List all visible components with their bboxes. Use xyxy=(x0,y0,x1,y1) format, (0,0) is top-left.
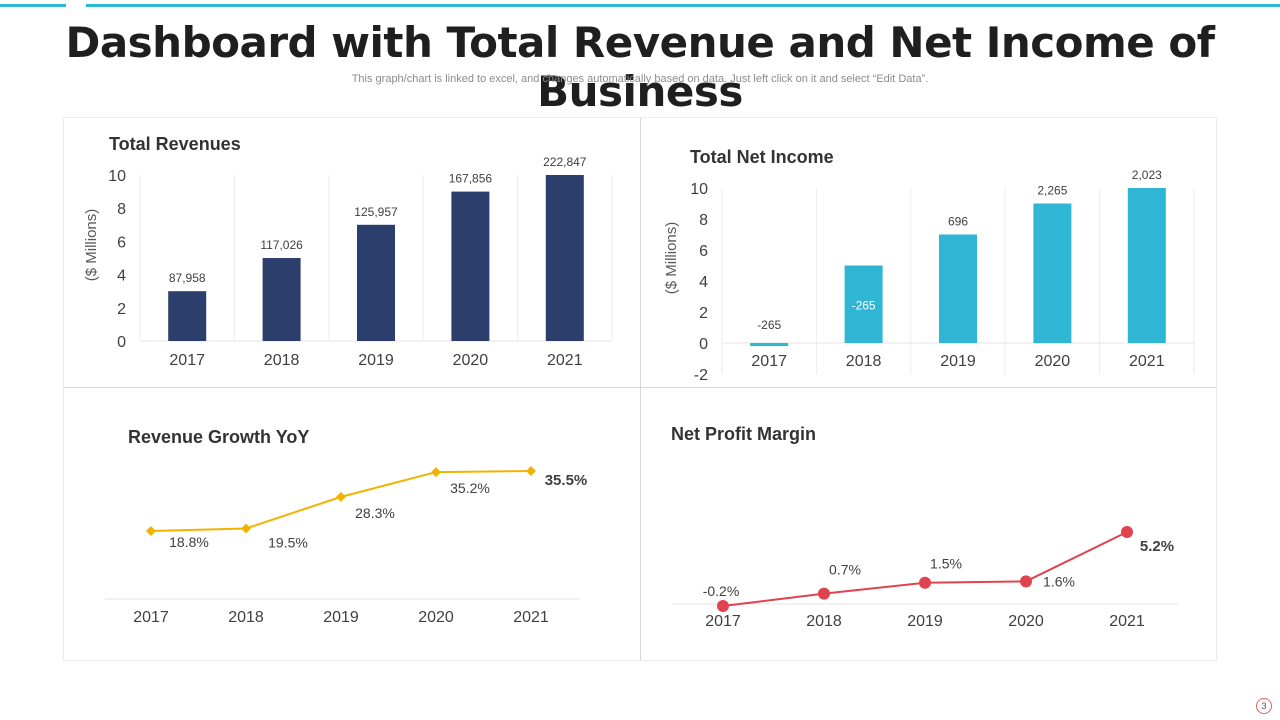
revenue_growth-x-tick-label: 2020 xyxy=(418,609,454,626)
page-subtitle: This graph/chart is linked to excel, and… xyxy=(351,73,929,85)
revenues-y-tick-label: 2 xyxy=(117,301,126,318)
net_income-y-tick-label: 8 xyxy=(699,212,708,229)
revenues-y-tick-label: 4 xyxy=(117,268,126,285)
net_income-data-label: 2,265 xyxy=(1037,184,1067,198)
revenues-data-label: 167,856 xyxy=(449,172,493,186)
net_profit_margin-x-tick-label: 2019 xyxy=(907,613,943,630)
net_income-bar xyxy=(1033,203,1072,343)
net_income-y-tick-label: -2 xyxy=(694,367,708,384)
net_profit_margin-data-label: 0.7% xyxy=(829,562,861,578)
revenue_growth-point xyxy=(431,467,441,478)
net_profit_margin-series-line xyxy=(722,531,1128,607)
revenue_growth-data-label: 35.5% xyxy=(545,472,588,489)
net_profit_margin-point xyxy=(1020,575,1032,588)
net_income-bar xyxy=(750,343,789,347)
revenue_growth-point xyxy=(526,466,536,476)
top-accent-bar-left xyxy=(0,4,66,7)
revenues-y-tick-label: 10 xyxy=(108,168,126,185)
revenues-y-tick-label: 8 xyxy=(117,201,126,218)
revenues-data-label: 125,957 xyxy=(354,205,398,219)
net_income-data-label: -265 xyxy=(852,298,876,312)
net_profit_margin-x-tick-label: 2021 xyxy=(1109,613,1145,630)
net_income-bar xyxy=(844,265,883,343)
net_income-x-tick-label: 2019 xyxy=(940,353,976,370)
revenues-bar xyxy=(262,258,301,341)
top-accent-bar-right xyxy=(86,4,1280,7)
revenue_growth-x-tick-label: 2017 xyxy=(133,609,169,626)
net_income-y-tick-label: 0 xyxy=(699,336,708,353)
net_profit_margin-point xyxy=(1121,526,1133,538)
horizontal-divider xyxy=(64,387,1216,388)
net_income-y-axis-label: ($ Millions) xyxy=(663,222,680,295)
net_income-y-tick-label: 6 xyxy=(699,243,708,260)
revenue_growth-point xyxy=(241,523,251,534)
revenues-x-tick-label: 2021 xyxy=(547,352,583,369)
revenue_growth-data-label: 18.8% xyxy=(169,534,209,550)
net_income-x-tick-label: 2020 xyxy=(1035,353,1071,370)
net_profit_margin-data-label: 1.5% xyxy=(930,556,962,572)
revenues-bar xyxy=(168,291,207,341)
revenues-bar xyxy=(545,175,584,341)
revenues-x-tick-label: 2019 xyxy=(358,352,394,369)
net_profit_margin-x-tick-label: 2018 xyxy=(806,613,842,630)
revenue_growth-point xyxy=(146,526,156,536)
revenue_growth-point xyxy=(336,491,346,502)
revenue_growth-x-tick-label: 2019 xyxy=(323,609,359,626)
revenues-y-tick-label: 6 xyxy=(117,234,126,251)
revenues-chart-title: Total Revenues xyxy=(109,134,241,154)
revenues-data-label: 222,847 xyxy=(543,155,587,169)
net_profit_margin-x-tick-label: 2017 xyxy=(705,613,741,630)
page-title: Dashboard with Total Revenue and Net Inc… xyxy=(65,18,1215,116)
net_income-x-tick-label: 2018 xyxy=(846,353,882,370)
net_income-bar xyxy=(939,234,977,343)
revenues-y-axis-label: ($ Millions) xyxy=(83,209,100,282)
revenues-x-tick-label: 2017 xyxy=(169,352,205,369)
vertical-divider xyxy=(640,118,641,660)
net_income-y-tick-label: 2 xyxy=(699,305,708,322)
net_income-data-label: 696 xyxy=(948,215,968,229)
revenues-data-label: 117,026 xyxy=(260,238,303,252)
net_income-y-tick-label: 4 xyxy=(699,274,708,291)
revenue_growth-data-label: 35.2% xyxy=(450,480,490,496)
revenue_growth-data-label: 28.3% xyxy=(355,505,395,521)
revenues-bar xyxy=(357,224,395,341)
revenues-x-tick-label: 2020 xyxy=(453,352,489,369)
net_income-x-tick-label: 2021 xyxy=(1129,353,1165,370)
net_profit_margin-x-tick-label: 2020 xyxy=(1008,613,1044,630)
revenue_growth-x-tick-label: 2021 xyxy=(513,609,549,626)
revenue_growth-chart-title: Revenue Growth YoY xyxy=(128,427,309,447)
net_profit_margin-data-label: 1.6% xyxy=(1043,573,1075,589)
revenue_growth-data-label: 19.5% xyxy=(268,534,308,550)
net_profit_margin-data-label: 5.2% xyxy=(1140,538,1174,555)
net_income-x-tick-label: 2017 xyxy=(751,353,787,370)
net_profit_margin-data-label: -0.2% xyxy=(703,583,740,599)
page-number: 3 xyxy=(1256,698,1272,714)
net_income-chart-title: Total Net Income xyxy=(690,147,834,167)
revenue_growth-x-tick-label: 2018 xyxy=(228,609,264,626)
revenues-x-tick-label: 2018 xyxy=(264,352,300,369)
revenues-data-label: 87,958 xyxy=(169,271,206,285)
net_profit_margin-point xyxy=(919,576,931,589)
revenues-bar xyxy=(451,191,490,341)
net_income-data-label: -265 xyxy=(757,318,781,332)
net_income-y-tick-label: 10 xyxy=(690,181,708,198)
net_profit_margin-point xyxy=(818,587,830,600)
net_income-data-label: 2,023 xyxy=(1132,168,1162,182)
revenues-y-tick-label: 0 xyxy=(117,334,126,351)
net_income-bar xyxy=(1127,188,1166,343)
dashboard-panel xyxy=(63,117,1217,661)
net_profit_margin-chart-title: Net Profit Margin xyxy=(671,424,816,444)
net_profit_margin-point xyxy=(717,600,729,612)
